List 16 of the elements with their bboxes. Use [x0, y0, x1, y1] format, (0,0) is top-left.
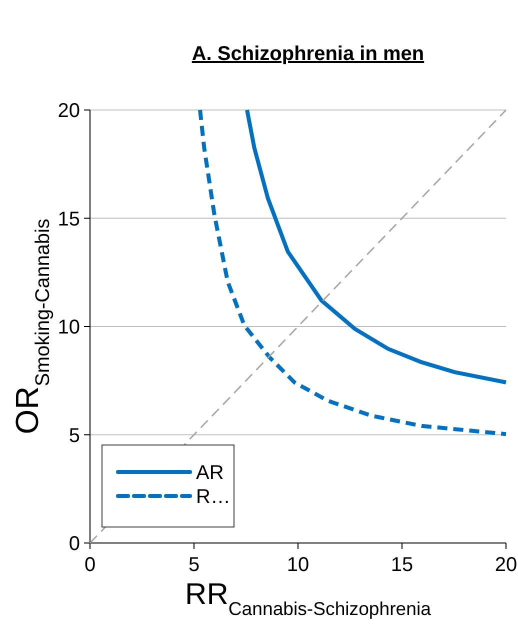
x-tick-label: 20: [494, 554, 518, 576]
legend-label: AR: [196, 462, 224, 484]
x-tick-label: 15: [390, 554, 414, 576]
chart-title: A. Schizophrenia in men: [192, 43, 424, 65]
x-tick-label: 0: [84, 554, 96, 576]
y-tick-label: 20: [58, 100, 80, 122]
x-tick-label: 5: [188, 554, 200, 576]
y-tick-label: 5: [68, 424, 80, 447]
x-tick-label: 10: [286, 554, 310, 576]
line-series: [198, 108, 508, 436]
legend-label: R…: [196, 486, 230, 508]
line-series: [245, 108, 508, 384]
y-tick-label: 15: [58, 208, 80, 230]
y-tick-label: 0: [68, 533, 80, 555]
y-tick-label: 10: [58, 316, 80, 338]
x-axis-title: RR$_{Cannabis-Schizophrenia}$: [185, 578, 432, 618]
